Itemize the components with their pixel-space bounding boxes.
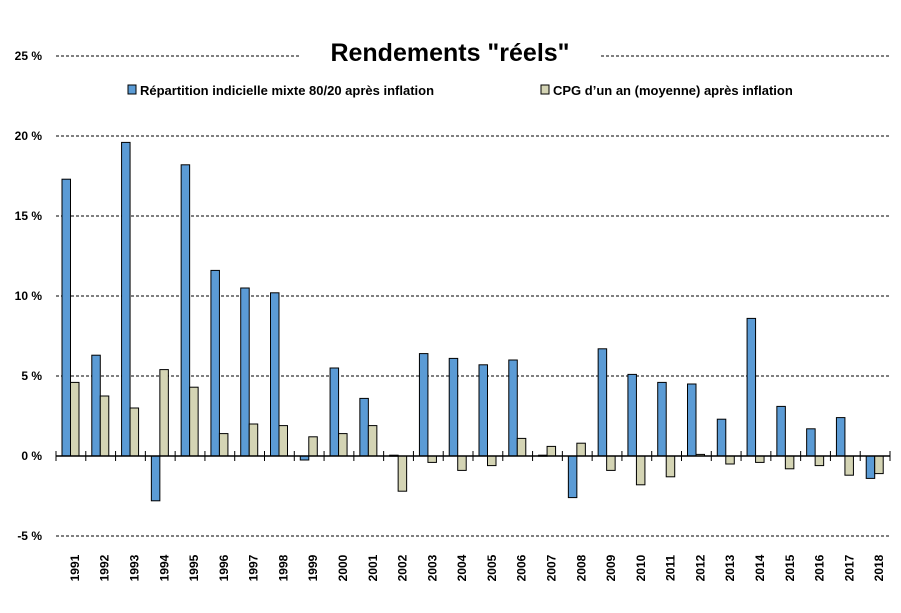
x-tick-label: 1993 [127,554,141,581]
bar-1998-series-2 [278,425,288,457]
bar-2002-series-2 [397,455,408,492]
bar-1991-series-1 [61,178,71,457]
bar-2018-series-1 [865,455,876,479]
x-tick-label: 2007 [544,554,558,581]
legend-swatch-series-2 [540,84,550,95]
y-tick-label: 15 % [15,209,43,223]
bar-2001-series-2 [367,425,378,457]
y-axis-ticks: -5 % 0 % 5 % 10 % 15 % 20 % 25 % [15,49,43,543]
x-tick-label: 2018 [872,554,886,581]
bar-1995-series-1 [180,164,191,457]
bar-2014-series-2 [755,455,765,463]
legend-swatch-series-1 [127,84,137,95]
bar-2004-series-1 [448,357,459,457]
bar-2007-series-2 [546,445,557,457]
bar-2015-series-1 [776,405,786,457]
x-tick-label: 2011 [664,555,678,581]
x-tick-label: 1995 [187,554,201,581]
x-tick-label: 2000 [336,554,350,581]
bar-2011-series-2 [665,455,676,478]
y-tick-label: 10 % [15,289,43,303]
y-tick-label: -5 % [17,529,42,543]
x-tick-label: 1996 [217,554,231,581]
x-tick-label: 2017 [842,554,856,581]
x-tick-label: 2016 [813,554,827,581]
x-tick-label: 2002 [396,554,410,581]
bar-2008-series-2 [576,442,586,457]
legend: Répartition indicielle mixte 80/20 après… [127,83,793,98]
x-tick-label: 1997 [247,554,261,581]
bar-2017-series-2 [844,455,854,476]
y-tick-label: 20 % [15,129,43,143]
legend-label-series-1: Répartition indicielle mixte 80/20 après… [140,83,434,98]
bar-2015-series-2 [784,455,795,470]
y-tick-label: 25 % [15,49,43,63]
x-tick-label: 2001 [366,554,380,581]
x-tick-label: 2013 [723,554,737,581]
x-tick-label: 2014 [753,554,767,581]
bar-2009-series-2 [606,455,616,471]
bar-2010-series-1 [627,373,637,457]
x-tick-label: 2005 [485,554,499,581]
bar-1992-series-1 [91,354,101,457]
y-tick-label: 0 % [21,449,42,463]
bar-2005-series-1 [478,364,488,457]
bar-2018-series-2 [874,455,884,475]
x-tick-label: 1994 [157,554,171,581]
x-tick-label: 2006 [515,554,529,581]
title-background [300,34,600,68]
bar-1998-series-1 [270,292,280,457]
bar-2001-series-1 [359,397,369,457]
legend-label-series-2: CPG d’un an (moyenne) après inflation [553,83,793,98]
bar-2004-series-2 [457,455,467,471]
bar-2000-series-1 [329,367,340,457]
bar-1999-series-2 [308,436,318,457]
bar-1994-series-1 [150,455,161,502]
bar-2008-series-1 [567,455,578,499]
bar-1996-series-1 [210,269,220,457]
x-tick-label: 2010 [634,554,648,581]
x-tick-label: 2004 [455,554,469,581]
bar-2009-series-1 [597,348,608,457]
bar-2006-series-2 [516,437,527,457]
bar-2016-series-1 [806,428,816,457]
chart-title: Rendements "réels" [330,39,569,67]
bar-1997-series-1 [240,287,250,457]
bar-2017-series-1 [835,417,846,457]
x-tick-label: 2015 [783,554,797,581]
bar-2003-series-2 [427,455,437,463]
bar-2016-series-2 [814,455,825,467]
bar-2013-series-1 [716,418,727,457]
bar-2011-series-1 [657,381,667,457]
bar-1997-series-2 [248,423,259,457]
x-tick-label: 2003 [425,554,439,581]
bar-1993-series-1 [121,141,131,457]
x-tick-label: 1991 [68,554,82,581]
x-tick-label: 1999 [306,554,320,581]
x-tick-label: 1992 [98,554,112,581]
bar-2010-series-2 [635,455,646,486]
y-tick-label: 5 % [21,369,42,383]
bar-1993-series-2 [129,407,140,457]
bar-2014-series-1 [746,317,757,457]
x-tick-label: 2009 [604,554,618,581]
bar-2006-series-1 [508,359,518,457]
bar-2000-series-2 [338,433,348,457]
x-tick-label: 2012 [693,554,707,581]
bar-2003-series-1 [418,353,429,457]
bar-2005-series-2 [487,455,497,467]
bar-2012-series-1 [687,383,697,457]
bar-1996-series-2 [218,433,229,457]
x-axis [55,451,891,461]
x-tick-label: 1998 [276,554,290,581]
bars [61,141,884,502]
bar-2013-series-2 [725,455,735,465]
bar-1994-series-2 [159,369,169,457]
bar-1995-series-2 [189,386,199,457]
x-tick-label: 2008 [574,554,588,581]
bar-1992-series-2 [99,395,110,457]
x-axis-labels: 1991 1992 1993 1994 1995 1996 1997 1998 1999 2000… [68,554,886,581]
bar-1991-series-2 [70,381,80,457]
